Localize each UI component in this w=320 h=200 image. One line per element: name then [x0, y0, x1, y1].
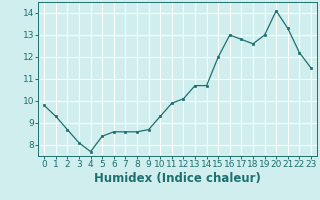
X-axis label: Humidex (Indice chaleur): Humidex (Indice chaleur): [94, 172, 261, 185]
